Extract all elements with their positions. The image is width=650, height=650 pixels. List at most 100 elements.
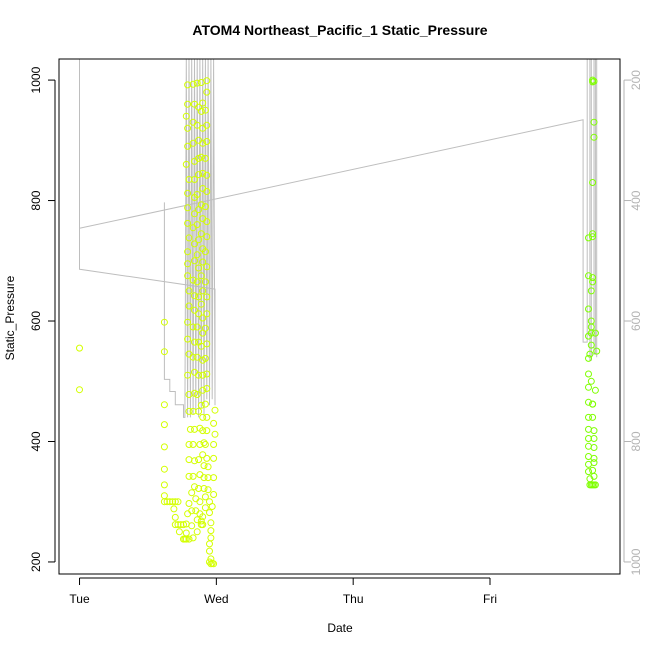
data-point [197, 300, 205, 308]
data-point [185, 472, 193, 480]
data-point [185, 500, 193, 507]
data-point [203, 171, 211, 179]
data-point [585, 272, 592, 280]
data-point [587, 341, 595, 349]
data-point [171, 498, 179, 506]
data-point [191, 368, 198, 376]
data-point [185, 456, 193, 464]
data-point [189, 323, 197, 331]
data-point [174, 498, 182, 506]
data-point [191, 240, 198, 248]
data-point [586, 350, 594, 358]
data-point [203, 121, 211, 129]
data-point [589, 466, 597, 474]
data-point [189, 441, 197, 448]
data-point [203, 293, 211, 301]
data-point [203, 263, 211, 271]
data-point [185, 391, 193, 398]
data-point [207, 519, 215, 527]
data-point [589, 233, 597, 241]
data-point [199, 521, 207, 529]
data-point [199, 513, 207, 521]
data-point [211, 406, 219, 414]
data-point [180, 521, 187, 529]
data-point [184, 260, 192, 268]
data-point [191, 292, 198, 300]
x-tick-label: Tue [69, 592, 90, 606]
data-point [195, 456, 203, 464]
data-point [199, 386, 207, 394]
data-point [191, 338, 198, 346]
data-point [171, 513, 179, 521]
data-point [193, 79, 201, 87]
data-point [589, 78, 597, 86]
data-point [160, 348, 168, 356]
data-point [195, 485, 203, 492]
data-point [193, 353, 201, 361]
data-point [203, 138, 211, 145]
data-point [192, 507, 200, 515]
data-point [160, 401, 168, 409]
data-point [191, 483, 198, 491]
data-point [191, 457, 198, 465]
depth-track-layer [79, 58, 598, 418]
data-point [587, 287, 595, 295]
data-point [160, 465, 168, 473]
data-point [207, 560, 215, 568]
data-point [188, 507, 196, 515]
data-point [203, 385, 211, 392]
data-point [160, 481, 168, 489]
data-point [591, 481, 599, 489]
data-point [203, 454, 211, 462]
data-point [201, 354, 209, 362]
data-point [585, 425, 592, 433]
data-point [195, 236, 203, 244]
data-point [186, 425, 194, 433]
data-point [589, 413, 597, 421]
data-point [197, 201, 205, 209]
data-point [210, 454, 218, 462]
data-point [587, 377, 595, 385]
y2-tick-label: 200 [629, 70, 643, 90]
data-point [210, 419, 218, 427]
data-point [199, 371, 207, 379]
data-point [188, 522, 196, 530]
data-point [585, 413, 592, 421]
data-point [185, 535, 193, 543]
data-point [199, 451, 207, 459]
data-point [185, 234, 193, 242]
data-point [206, 540, 213, 548]
data-point [76, 344, 83, 352]
data-point [585, 234, 592, 242]
data-point [585, 398, 592, 406]
data-point [589, 230, 597, 238]
y-tick-label: 600 [29, 311, 43, 331]
data-point [184, 318, 192, 326]
data-point [585, 370, 592, 378]
data-points-layer [76, 76, 601, 568]
depth-track-line [79, 58, 216, 418]
data-point [192, 495, 200, 503]
data-point [184, 219, 192, 227]
data-point [160, 498, 168, 506]
data-point [184, 510, 192, 518]
data-point [201, 493, 209, 501]
data-point [199, 258, 207, 266]
data-point [591, 386, 599, 394]
data-point [193, 191, 201, 198]
data-point [203, 427, 211, 435]
data-point [203, 413, 211, 421]
data-point [197, 517, 205, 525]
data-point [196, 471, 204, 479]
data-point [182, 160, 190, 168]
data-point [193, 251, 201, 259]
data-point [593, 347, 601, 355]
data-point [193, 516, 201, 524]
y-axis: 200 400 600 800 1000 [29, 66, 56, 572]
data-point [195, 407, 203, 415]
data-point [200, 462, 208, 470]
data-point [195, 293, 203, 301]
data-point [185, 441, 193, 448]
data-point [184, 124, 192, 132]
data-point [184, 100, 192, 108]
